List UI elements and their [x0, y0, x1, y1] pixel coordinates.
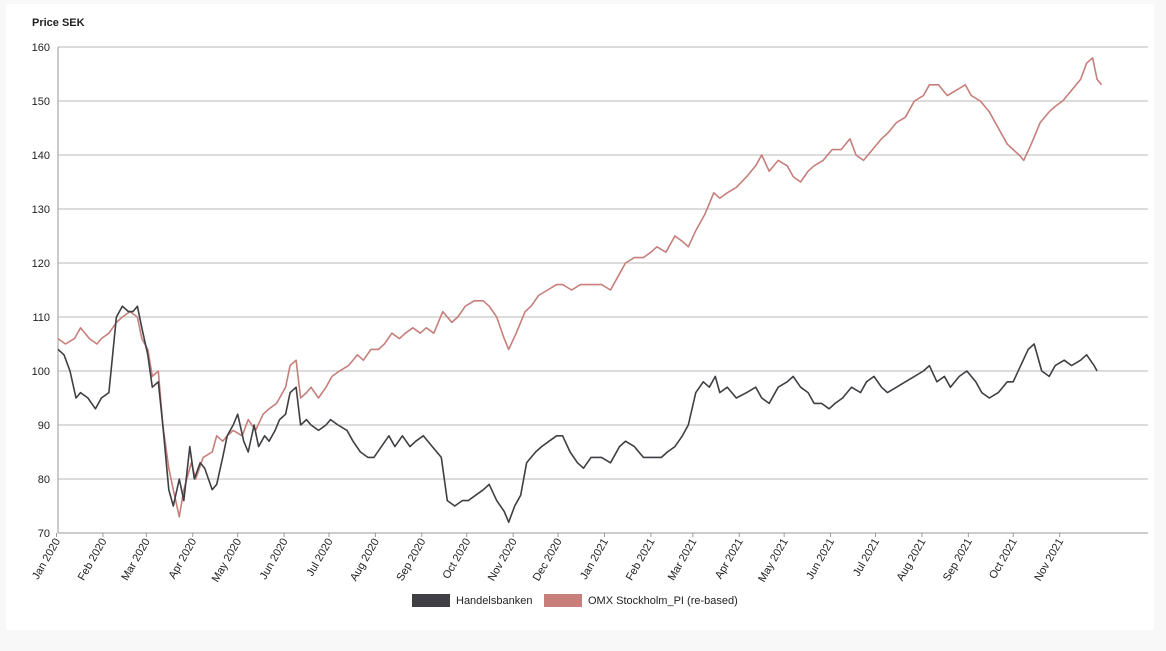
x-tick-label: Jan 2020: [30, 537, 63, 582]
x-tick-label: Jun 2020: [258, 537, 291, 582]
x-tick-label: Jan 2021: [578, 537, 611, 582]
y-tick-label: 90: [38, 420, 50, 432]
x-tick-label: Oct 2021: [987, 537, 1020, 582]
x-tick-label: Nov 2020: [486, 537, 520, 584]
x-tick-label: Jun 2021: [804, 537, 837, 582]
legend-label: Handelsbanken: [456, 595, 532, 607]
x-tick-label: Apr 2021: [713, 537, 746, 582]
x-tick-label: Nov 2021: [1032, 537, 1066, 584]
y-tick-label: 130: [32, 204, 50, 216]
y-tick-label: 70: [38, 528, 50, 540]
y-axis-tick-labels: 70 80 90 100 110 120 130 140 150 160: [32, 42, 50, 540]
series-lines: [57, 56, 1103, 524]
x-tick-label: Mar 2020: [119, 537, 153, 583]
y-tick-label: 110: [32, 312, 50, 324]
y-tick-label: 80: [38, 474, 50, 486]
x-tick-label: Aug 2021: [895, 537, 929, 584]
legend-label: OMX Stockholm_PI (re-based): [588, 595, 738, 607]
x-tick-label: Sep 2020: [394, 537, 428, 584]
x-tick-label: Jul 2020: [304, 537, 335, 579]
y-tick-label: 120: [32, 258, 50, 270]
x-tick-label: Feb 2021: [624, 537, 658, 583]
x-tick-label: May 2021: [756, 537, 791, 585]
x-tick-label: Sep 2021: [941, 537, 975, 584]
chart-panel: Price SEK 70 80 90 100 110 120 130 140 150 160 Ja…: [6, 4, 1154, 630]
line-chart: Price SEK 70 80 90 100 110 120 130 140 150 160 Ja…: [30, 17, 1148, 607]
x-tick-label: Mar 2021: [666, 537, 700, 583]
y-tick-label: 140: [32, 150, 50, 162]
series-line-omx-stockholm-pi: [57, 56, 1103, 518]
legend: Handelsbanken OMX Stockholm_PI (re-based): [412, 594, 738, 607]
y-tick-label: 150: [32, 96, 50, 108]
x-tick-label: Apr 2020: [167, 537, 200, 582]
x-tick-label: Feb 2020: [76, 537, 110, 583]
x-tick-label: Oct 2020: [441, 537, 474, 582]
y-tick-label: 100: [32, 366, 50, 378]
x-tick-label: Aug 2020: [348, 537, 382, 584]
y-axis-title: Price SEK: [32, 17, 85, 29]
series-line-handelsbanken: [57, 305, 1098, 524]
y-tick-label: 160: [32, 42, 50, 54]
legend-swatch: [544, 594, 582, 607]
x-axis-tick-labels: Jan 2020 Feb 2020 Mar 2020 Apr 2020 May 2020…: [30, 533, 1066, 584]
legend-swatch: [412, 594, 450, 607]
x-tick-label: May 2020: [210, 537, 245, 585]
x-tick-label: Jul 2021: [851, 537, 882, 579]
x-tick-label: Dec 2020: [531, 537, 565, 584]
